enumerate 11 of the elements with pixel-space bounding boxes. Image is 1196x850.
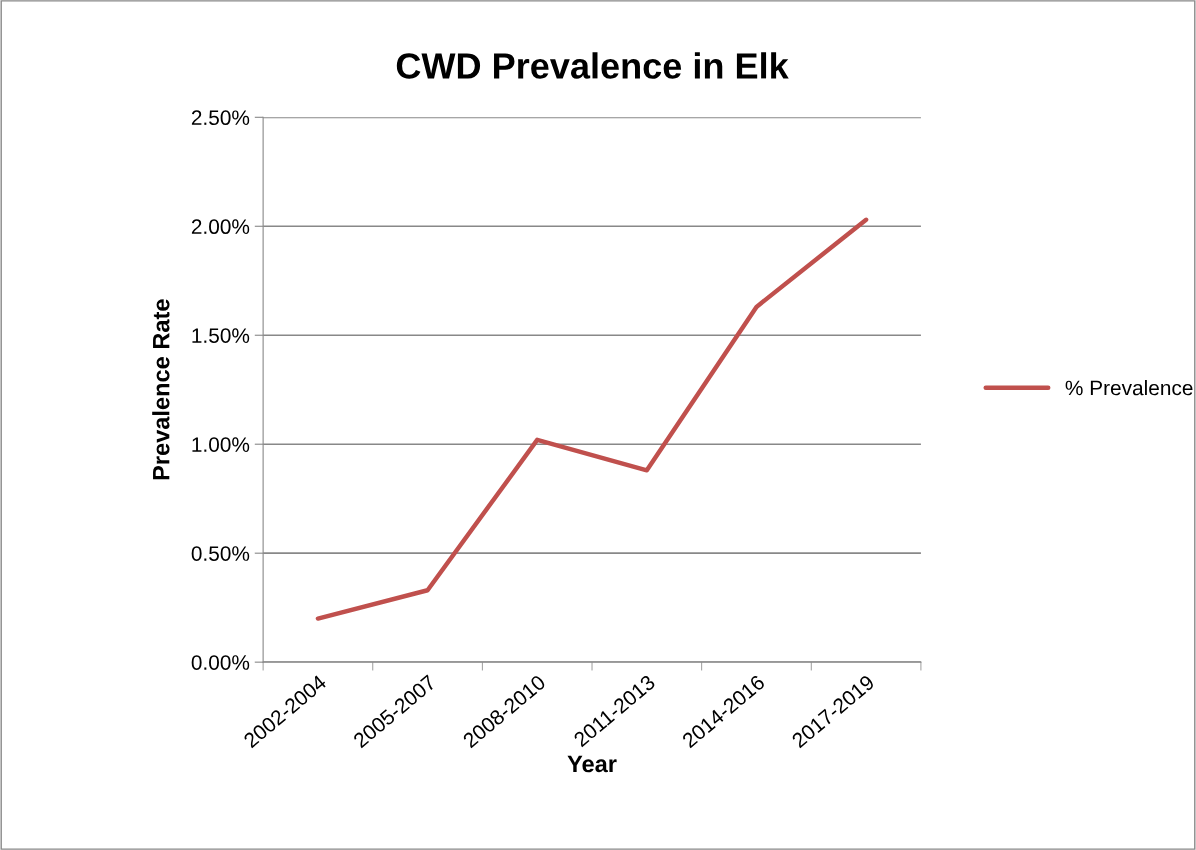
y-tick-label: 0.00% (191, 655, 250, 670)
y-tick-label: 1.50% (192, 328, 250, 343)
line-series (315, 217, 869, 621)
legend-label: % Prevalence (1065, 380, 1193, 396)
y-tick-label: 2.00% (191, 219, 250, 235)
y-tick-label: 2.50% (191, 110, 250, 126)
y-axis-title: Prevalence Rate (152, 299, 170, 480)
y-tick-label: 0.50% (191, 546, 250, 561)
y-tick-label: 1.00% (192, 437, 250, 452)
chart-title: CWD Prevalence in Elk (396, 52, 789, 79)
x-axis-title: Year (567, 755, 617, 773)
